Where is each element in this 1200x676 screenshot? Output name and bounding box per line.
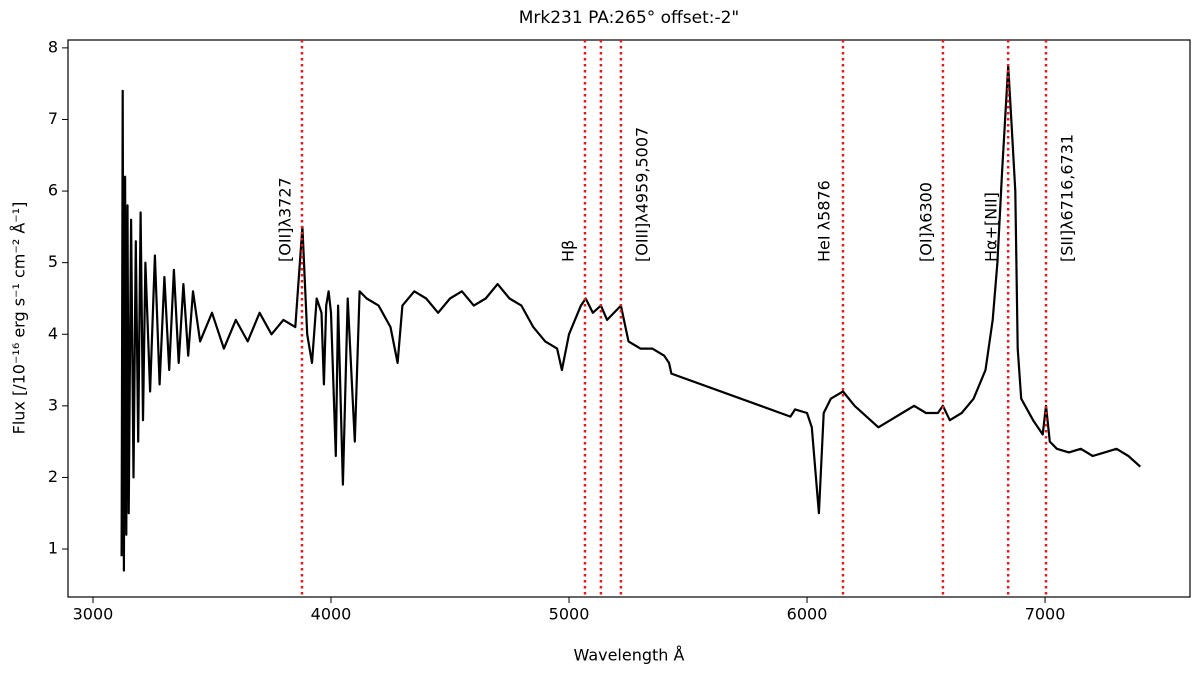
x-tick-label: 3000: [73, 605, 114, 624]
x-tick-label: 4000: [311, 605, 352, 624]
spectrum-line: [120, 64, 1142, 572]
emission-line-label: [SII]λ6716,6731: [1058, 134, 1077, 262]
emission-line-label: [OII]λ3727: [275, 177, 294, 262]
emission-line-label: [OIII]λ4959,5007: [632, 127, 651, 262]
y-tick-label: 2: [48, 467, 58, 486]
emission-line-label: HeI λ5876: [814, 180, 833, 262]
y-tick-label: 1: [48, 539, 58, 558]
x-tick-label: 7000: [1025, 605, 1066, 624]
y-tick-label: 3: [48, 395, 58, 414]
chart-title: Mrk231 PA:265° offset:-2": [519, 8, 740, 28]
x-tick-label: 6000: [787, 605, 828, 624]
emission-line-label: Hβ: [558, 240, 577, 262]
y-tick-label: 7: [48, 109, 58, 128]
y-tick-label: 8: [48, 37, 58, 56]
emission-line-label: [OI]λ6300: [916, 182, 935, 262]
x-axis-label: Wavelength Å: [574, 646, 685, 665]
y-tick-label: 5: [48, 252, 58, 271]
y-tick-label: 4: [48, 324, 58, 343]
y-tick-label: 6: [48, 181, 58, 200]
x-tick-label: 5000: [549, 605, 590, 624]
y-axis-label: Flux [/10⁻¹⁶ erg s⁻¹ cm⁻² Å⁻¹]: [10, 202, 29, 435]
plot-frame: [67, 39, 1191, 598]
emission-line-label: Hα+[NII]: [982, 192, 1001, 262]
